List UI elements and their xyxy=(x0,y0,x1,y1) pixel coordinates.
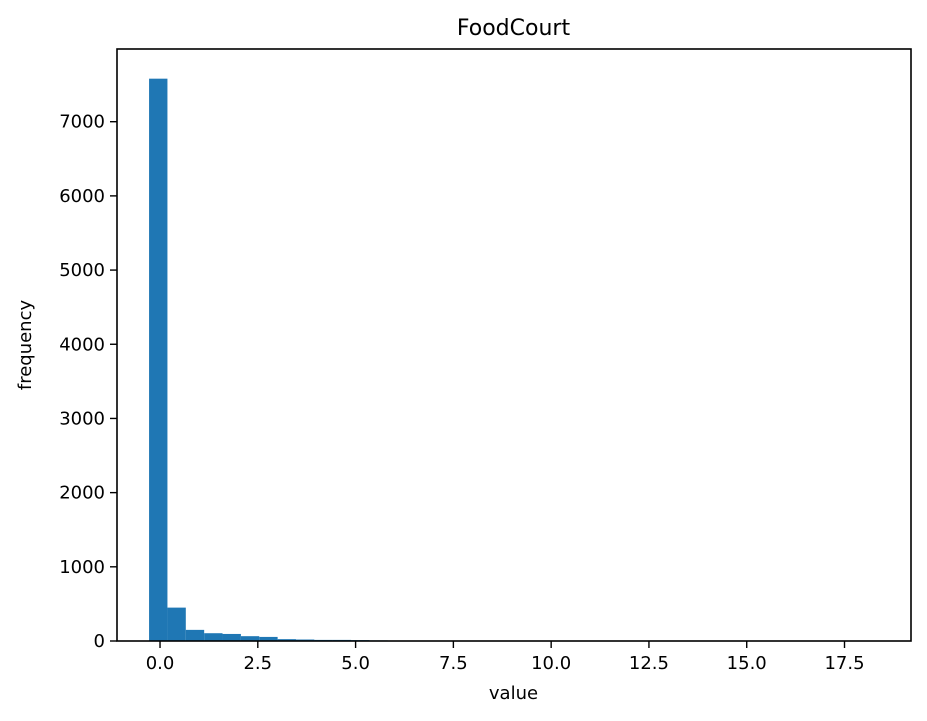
plot-frame xyxy=(116,48,912,642)
x-tick-label: 15.0 xyxy=(727,653,767,674)
x-tick-label: 10.0 xyxy=(531,653,571,674)
histogram-bar xyxy=(204,633,223,641)
y-tick-label: 6000 xyxy=(59,186,105,207)
y-tick-label: 0 xyxy=(94,631,105,652)
x-tick-label: 2.5 xyxy=(243,653,272,674)
y-tick-label: 2000 xyxy=(59,483,105,504)
chart-title: FoodCourt xyxy=(457,16,571,41)
x-tick-label: 5.0 xyxy=(341,653,370,674)
x-tick-label: 0.0 xyxy=(146,653,175,674)
histogram-bar xyxy=(149,78,168,641)
histogram-bar xyxy=(259,636,278,641)
x-tick-label: 17.5 xyxy=(824,653,864,674)
bars-group xyxy=(149,78,884,641)
y-tick-label: 3000 xyxy=(59,408,105,429)
y-tick-label: 5000 xyxy=(59,260,105,281)
y-tick-label: 1000 xyxy=(59,557,105,578)
x-tick-label: 12.5 xyxy=(629,653,669,674)
histogram-bar xyxy=(240,636,260,641)
histogram-bar xyxy=(185,629,205,641)
x-axis-label: value xyxy=(489,683,538,704)
y-tick-label: 4000 xyxy=(59,334,105,355)
y-axis-label: frequency xyxy=(15,300,36,391)
x-axis-ticks: 0.0 2.5 5.0 7.5 10.0 12.5 15.0 17.5 xyxy=(146,641,865,674)
histogram-bar xyxy=(167,607,186,641)
x-tick-label: 7.5 xyxy=(439,653,468,674)
histogram-bar xyxy=(222,633,241,641)
y-tick-label: 7000 xyxy=(59,112,105,133)
histogram-bar xyxy=(277,639,296,641)
y-axis-ticks: 0 1000 2000 3000 4000 5000 6000 7000 xyxy=(59,112,117,652)
